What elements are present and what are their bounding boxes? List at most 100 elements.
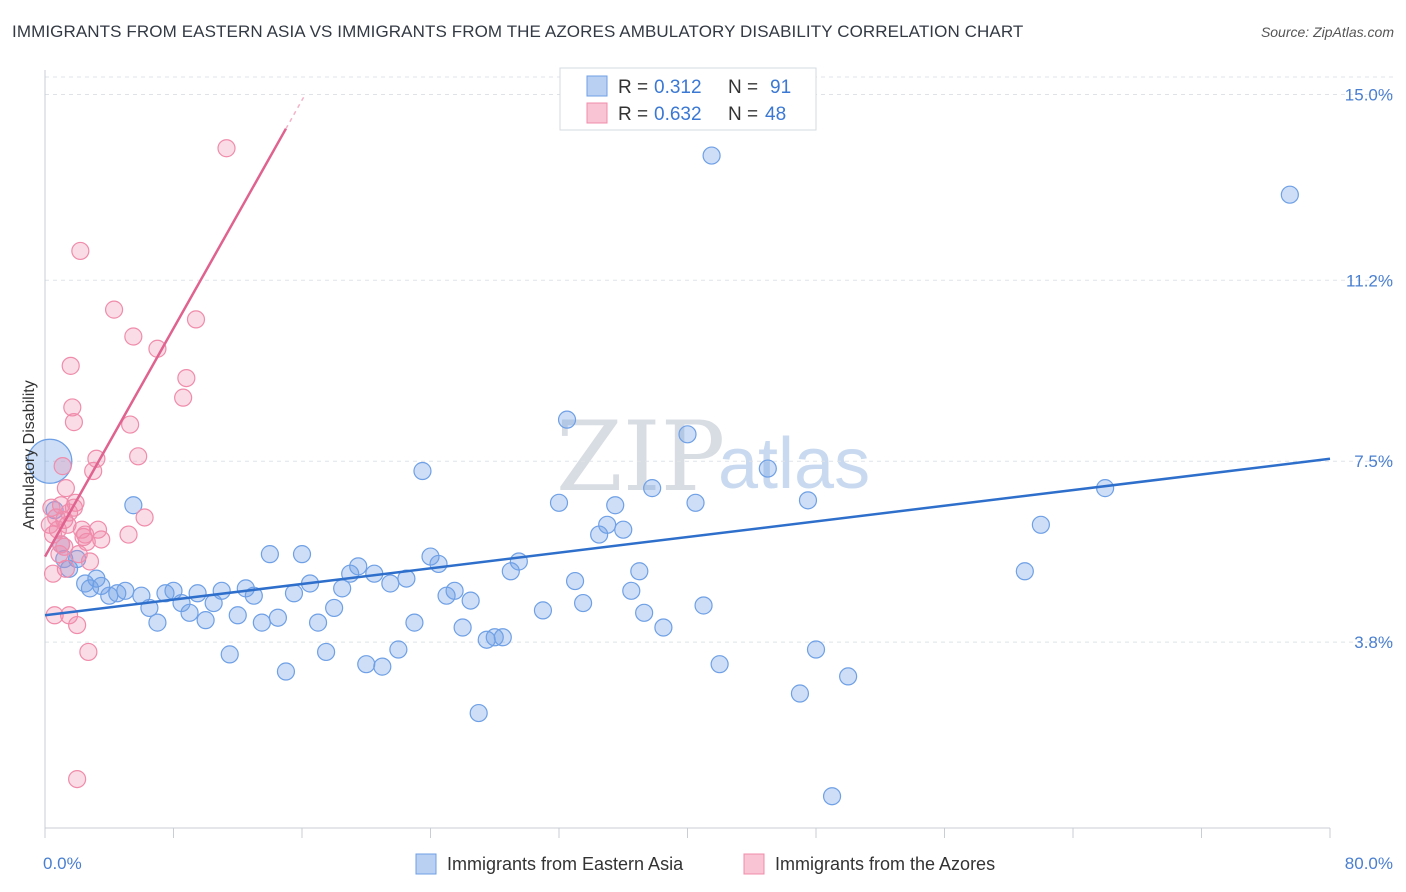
point-eastern-asia-88 <box>1031 515 1050 534</box>
bottom-legend-label-azores: Immigrants from the Azores <box>775 854 995 874</box>
point-eastern-asia-38 <box>325 598 344 618</box>
point-azores-29 <box>88 520 108 539</box>
point-eastern-asia-34 <box>292 545 312 564</box>
point-eastern-asia-83 <box>798 491 818 510</box>
point-eastern-asia-36 <box>308 613 328 632</box>
trend-line-azores <box>43 128 288 558</box>
point-azores-44 <box>72 520 92 539</box>
trend-line-eastern-asia <box>44 457 1331 617</box>
bottom-legend-swatch-blue <box>415 853 437 875</box>
point-azores-46 <box>42 498 61 517</box>
point-eastern-asia-72 <box>630 562 649 581</box>
point-azores-45 <box>92 530 111 549</box>
point-eastern-asia-79 <box>702 146 721 165</box>
trend-lines <box>43 94 1331 617</box>
y-tick-label-1: 7.5% <box>1354 452 1393 471</box>
point-eastern-asia-55 <box>461 591 480 610</box>
point-eastern-asia-22 <box>196 611 215 630</box>
point-eastern-asia-26 <box>228 606 247 625</box>
legend-n-label-1: N = <box>728 77 758 98</box>
point-eastern-asia-54 <box>453 618 472 637</box>
point-eastern-asia-80 <box>710 655 729 674</box>
point-eastern-asia-66 <box>573 593 593 613</box>
point-eastern-asia-44 <box>373 657 392 676</box>
point-eastern-asia-25 <box>220 645 239 664</box>
point-eastern-asia-24 <box>212 581 231 600</box>
point-eastern-asia-84 <box>806 640 826 659</box>
y-tick-label-3: 15.0% <box>1345 85 1393 104</box>
point-azores-25 <box>79 642 98 662</box>
series-azores-points <box>40 139 236 789</box>
watermark-atlas: atlas <box>718 424 870 504</box>
point-eastern-asia-45 <box>381 574 400 593</box>
y-tick-label-2: 11.2% <box>1346 271 1393 290</box>
point-eastern-asia-82 <box>790 684 810 703</box>
trend-line-azores-extension <box>285 94 306 130</box>
bottom-legend-label-eastern-asia: Immigrants from Eastern Asia <box>447 854 684 874</box>
point-eastern-asia-87 <box>1015 562 1034 581</box>
point-eastern-asia-74 <box>643 479 662 498</box>
point-eastern-asia-85 <box>822 787 842 806</box>
y-axis-label: Ambulatory Disability <box>21 380 38 529</box>
point-eastern-asia-90 <box>1280 185 1299 204</box>
point-azores-16 <box>63 398 82 417</box>
point-eastern-asia-33 <box>284 584 304 603</box>
point-azores-39 <box>186 310 206 329</box>
point-azores-38 <box>177 368 196 388</box>
point-azores-47 <box>69 545 88 564</box>
point-eastern-asia-53 <box>445 581 464 600</box>
point-eastern-asia-86 <box>839 667 858 686</box>
x-tick-label-min: 0.0% <box>43 854 82 873</box>
point-eastern-asia-32 <box>276 662 296 681</box>
point-azores-31 <box>119 525 138 544</box>
point-eastern-asia-65 <box>565 571 585 591</box>
legend-n-value-1: 91 <box>770 77 791 98</box>
point-azores-33 <box>124 327 143 346</box>
point-azores-11 <box>56 479 75 498</box>
point-eastern-asia-46 <box>389 640 408 659</box>
point-azores-26 <box>80 552 100 571</box>
point-eastern-asia-41 <box>349 557 368 576</box>
point-azores-20 <box>68 769 87 789</box>
point-eastern-asia-81 <box>758 459 777 478</box>
point-eastern-asia-59 <box>493 628 512 647</box>
point-eastern-asia-63 <box>549 493 569 512</box>
point-eastern-asia-69 <box>606 496 625 515</box>
point-eastern-asia-42 <box>357 655 376 674</box>
point-azores-8 <box>53 457 72 476</box>
point-eastern-asia-7 <box>80 579 100 598</box>
legend-swatch-pink <box>586 102 608 124</box>
point-eastern-asia-51 <box>429 554 448 574</box>
point-eastern-asia-70 <box>614 520 633 539</box>
legend-swatch-blue <box>586 75 608 97</box>
bottom-legend-swatch-pink <box>743 853 765 875</box>
legend-r-label-2: R = <box>618 104 648 125</box>
correlation-legend: R = 0.312 N = 91 R = 0.632 N = 48 <box>559 67 817 131</box>
point-eastern-asia-61 <box>509 552 528 571</box>
point-eastern-asia-37 <box>316 642 336 662</box>
point-eastern-asia-62 <box>533 601 553 620</box>
point-eastern-asia-0 <box>27 438 73 484</box>
point-azores-37 <box>174 388 193 407</box>
point-eastern-asia-29 <box>252 613 271 632</box>
point-azores-42 <box>50 545 69 564</box>
point-azores-40 <box>217 139 236 158</box>
point-azores-17 <box>64 413 84 432</box>
point-eastern-asia-64 <box>557 410 577 429</box>
point-eastern-asia-20 <box>180 603 199 622</box>
legend-n-label-2: N = <box>728 104 758 125</box>
point-eastern-asia-73 <box>635 603 654 622</box>
point-eastern-asia-30 <box>260 545 279 564</box>
gridlines <box>45 76 1395 643</box>
point-azores-21 <box>71 241 90 261</box>
point-eastern-asia-12 <box>116 581 135 600</box>
point-azores-30 <box>104 300 124 319</box>
point-eastern-asia-21 <box>188 584 207 603</box>
point-eastern-asia-49 <box>413 461 432 481</box>
tick-labels: 3.8% 7.5% 11.2% 15.0% 0.0% 80.0% <box>43 85 1393 873</box>
point-azores-32 <box>121 415 140 434</box>
point-eastern-asia-75 <box>654 618 673 637</box>
point-azores-15 <box>61 356 80 375</box>
legend-r-value-2: 0.632 <box>654 104 702 125</box>
